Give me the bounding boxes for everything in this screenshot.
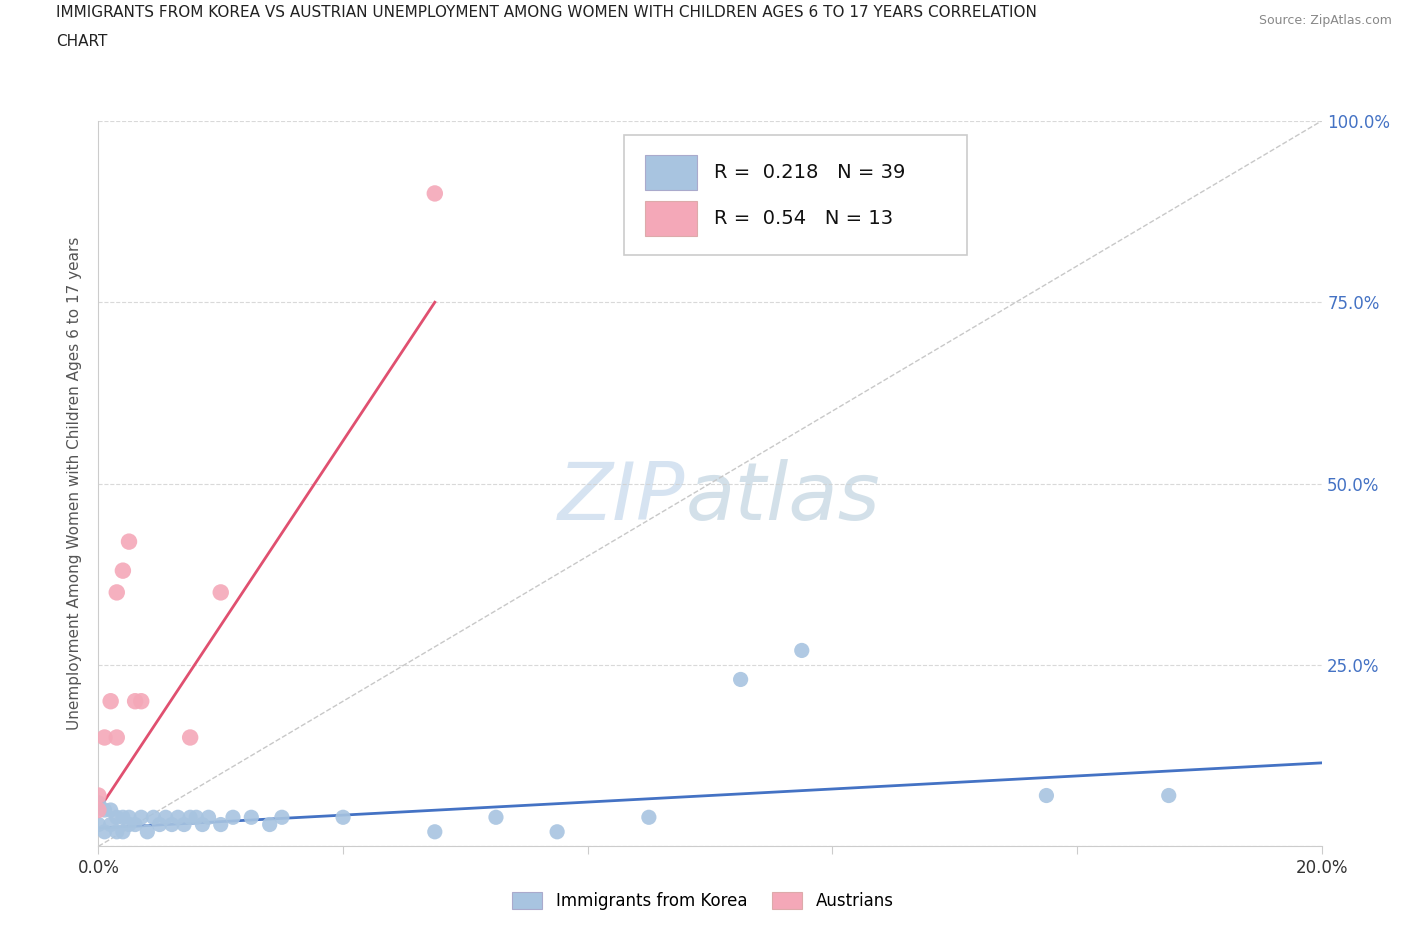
Point [142, 810, 165, 825]
Point [1035, 788, 1057, 803]
Point [790, 643, 813, 658]
Point [240, 810, 263, 825]
Legend: Immigrants from Korea, Austrians: Immigrants from Korea, Austrians [506, 885, 900, 917]
Point [111, 810, 134, 825]
Point [118, 817, 141, 832]
Point [485, 810, 508, 825]
Point [105, 730, 128, 745]
Point [124, 694, 146, 709]
Point [197, 810, 219, 825]
Point [191, 817, 214, 832]
Point [179, 810, 201, 825]
Point [111, 564, 134, 578]
Point [637, 810, 661, 825]
Text: Source: ZipAtlas.com: Source: ZipAtlas.com [1258, 14, 1392, 27]
Point [149, 817, 172, 832]
Point [93, 803, 115, 817]
Point [129, 810, 152, 825]
FancyBboxPatch shape [624, 136, 967, 255]
Point [160, 817, 183, 832]
Point [87, 795, 110, 810]
Text: R =  0.218   N = 39: R = 0.218 N = 39 [714, 163, 905, 182]
Text: CHART: CHART [56, 34, 108, 49]
Point [87, 817, 110, 832]
Point [209, 585, 232, 600]
Point [270, 810, 292, 825]
Point [209, 817, 232, 832]
Point [105, 824, 128, 839]
Point [105, 810, 128, 825]
Point [100, 694, 122, 709]
Point [730, 672, 752, 687]
Point [93, 824, 115, 839]
Point [93, 730, 115, 745]
Point [124, 817, 146, 832]
Text: R =  0.54   N = 13: R = 0.54 N = 13 [714, 208, 893, 228]
Point [167, 810, 190, 825]
Point [111, 824, 134, 839]
Point [332, 810, 354, 825]
Point [423, 186, 446, 201]
Point [105, 585, 128, 600]
Point [155, 810, 177, 825]
Point [136, 824, 159, 839]
Point [118, 534, 141, 549]
Point [186, 810, 208, 825]
Point [546, 824, 568, 839]
Y-axis label: Unemployment Among Women with Children Ages 6 to 17 years: Unemployment Among Women with Children A… [67, 237, 83, 730]
Text: ZIP: ZIP [558, 459, 686, 538]
FancyBboxPatch shape [645, 201, 696, 235]
Point [1157, 788, 1180, 803]
Text: IMMIGRANTS FROM KOREA VS AUSTRIAN UNEMPLOYMENT AMONG WOMEN WITH CHILDREN AGES 6 : IMMIGRANTS FROM KOREA VS AUSTRIAN UNEMPL… [56, 5, 1038, 20]
Point [87, 788, 110, 803]
Point [129, 694, 152, 709]
Text: atlas: atlas [686, 459, 880, 538]
Point [100, 803, 122, 817]
Point [259, 817, 281, 832]
Point [423, 824, 446, 839]
Point [87, 803, 110, 817]
Point [222, 810, 245, 825]
Point [179, 730, 201, 745]
Point [118, 810, 141, 825]
FancyBboxPatch shape [645, 155, 696, 190]
Point [173, 817, 195, 832]
Point [100, 817, 122, 832]
